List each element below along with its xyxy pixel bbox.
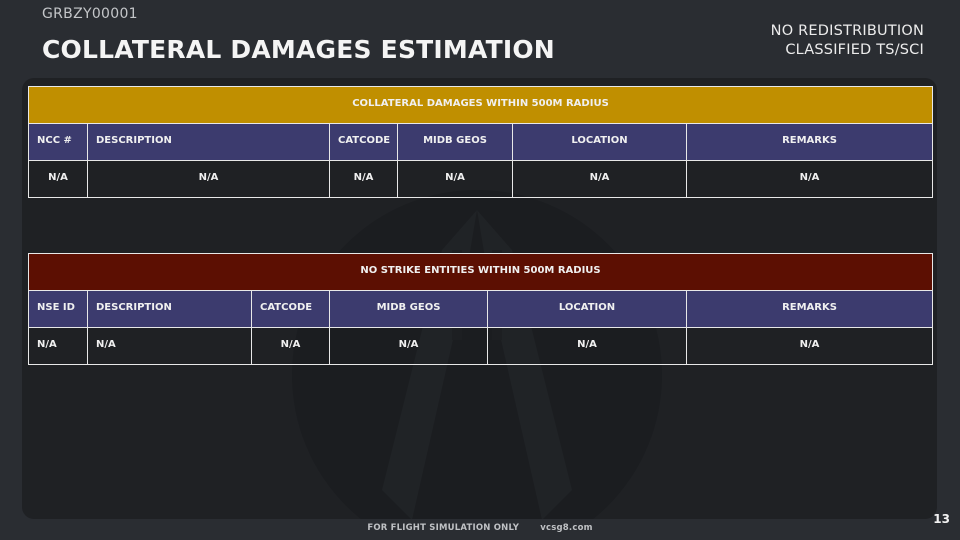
column-header-ncc: NCC #	[28, 123, 88, 161]
column-header-remarks: REMARKS	[686, 123, 933, 161]
page-number: 13	[933, 512, 950, 526]
cell-midb-geos: N/A	[329, 327, 488, 365]
column-header-midb-geos: MIDB GEOS	[397, 123, 513, 161]
footer: FOR FLIGHT SIMULATION ONLY vcsg8.com	[0, 523, 960, 533]
content-panel: COLLATERAL DAMAGES WITHIN 500M RADIUS NC…	[22, 78, 937, 519]
table-row: N/A N/A N/A N/A N/A N/A	[28, 160, 933, 198]
column-header-catcode: CATCODE	[251, 290, 330, 328]
column-header-location: LOCATION	[487, 290, 687, 328]
footer-disclaimer: FOR FLIGHT SIMULATION ONLY	[367, 523, 520, 533]
page-title: COLLATERAL DAMAGES ESTIMATION	[42, 35, 555, 64]
collateral-damage-table: COLLATERAL DAMAGES WITHIN 500M RADIUS NC…	[28, 86, 933, 198]
cell-description: N/A	[87, 160, 330, 198]
cell-nse-id: N/A	[28, 327, 88, 365]
cell-remarks: N/A	[685, 327, 934, 365]
doc-id: GRBZY00001	[42, 6, 138, 22]
cell-location: N/A	[487, 327, 687, 365]
cell-catcode: N/A	[251, 327, 330, 365]
classification-banner: NO REDISTRIBUTION CLASSIFIED TS/SCI	[771, 22, 924, 60]
cell-remarks: N/A	[686, 160, 933, 198]
collateral-table-title: COLLATERAL DAMAGES WITHIN 500M RADIUS	[28, 86, 933, 124]
cell-location: N/A	[512, 160, 687, 198]
column-header-nse-id: NSE ID	[28, 290, 88, 328]
column-header-description: DESCRIPTION	[87, 123, 330, 161]
cell-midb-geos: N/A	[397, 160, 513, 198]
column-header-remarks: REMARKS	[685, 290, 934, 328]
distribution-label: NO REDISTRIBUTION	[770, 23, 924, 39]
classification-label: CLASSIFIED TS/SCI	[785, 42, 924, 58]
cell-description: N/A	[87, 327, 252, 365]
nse-table-title: NO STRIKE ENTITIES WITHIN 500M RADIUS	[27, 253, 934, 291]
cell-catcode: N/A	[329, 160, 398, 198]
cell-ncc: N/A	[28, 160, 88, 198]
column-header-midb-geos: MIDB GEOS	[329, 290, 488, 328]
footer-site-link[interactable]: vcsg8.com	[540, 523, 593, 533]
table-row: N/A N/A N/A N/A N/A N/A	[28, 327, 934, 365]
no-strike-entities-table: NO STRIKE ENTITIES WITHIN 500M RADIUS NS…	[27, 253, 934, 365]
column-header-description: DESCRIPTION	[87, 290, 252, 328]
column-header-location: LOCATION	[512, 123, 687, 161]
column-header-catcode: CATCODE	[329, 123, 398, 161]
